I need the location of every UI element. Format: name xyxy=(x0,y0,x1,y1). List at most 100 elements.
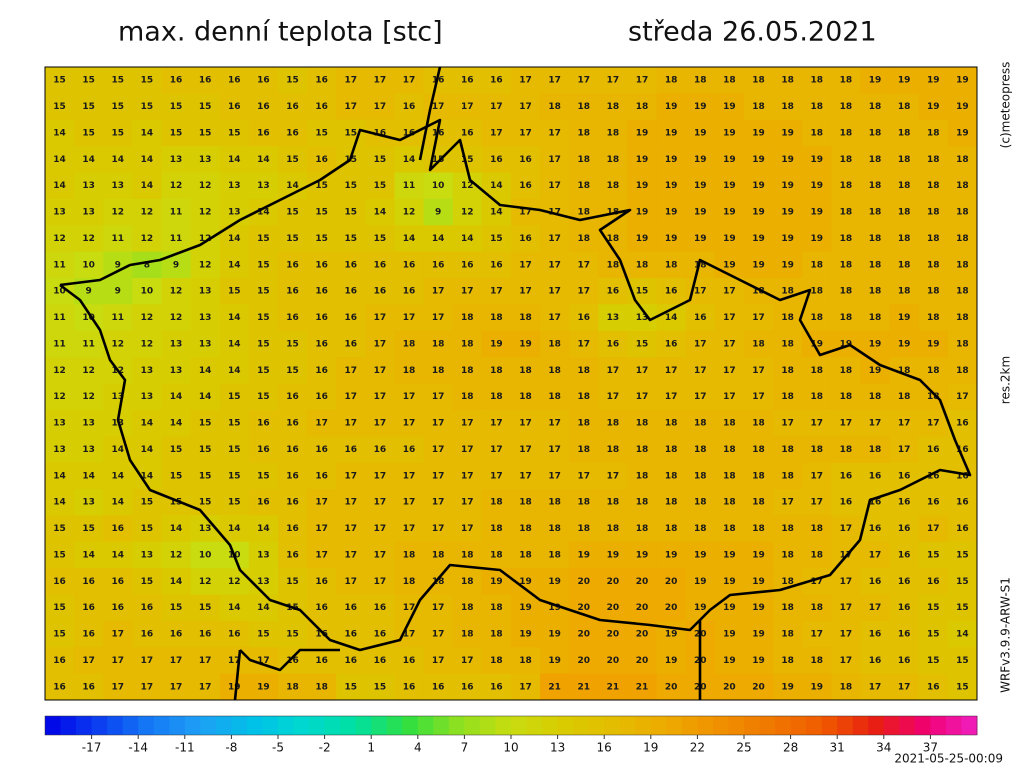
temperature-cell xyxy=(161,67,192,94)
temperature-cell xyxy=(452,489,483,516)
temperature-value: 17 xyxy=(432,313,445,323)
temperature-cell xyxy=(132,119,162,147)
temperature-cell xyxy=(656,489,687,516)
temperature-cell xyxy=(947,225,978,253)
temperature-value: 17 xyxy=(432,102,445,112)
temperature-value: 16 xyxy=(898,656,911,666)
temperature-cell xyxy=(481,568,512,595)
colorbar-tick-label: -11 xyxy=(175,741,195,755)
temperature-value: 15 xyxy=(199,128,212,138)
temperature-cell xyxy=(889,568,920,595)
temperature-value: 18 xyxy=(956,234,969,244)
temperature-value: 17 xyxy=(840,603,853,613)
temperature-cell xyxy=(860,568,891,595)
temperature-value: 17 xyxy=(548,419,561,429)
temperature-cell xyxy=(132,357,162,384)
temperature-value: 16 xyxy=(345,603,358,613)
temperature-cell xyxy=(773,119,803,147)
temperature-cell xyxy=(744,198,774,226)
temperature-value: 17 xyxy=(781,419,794,429)
temperature-cell xyxy=(714,673,745,701)
temperature-cell xyxy=(190,119,221,147)
temperature-cell xyxy=(540,541,570,569)
temperature-value: 15 xyxy=(228,498,241,508)
temperature-cell xyxy=(423,647,454,675)
temperature-value: 15 xyxy=(228,419,241,429)
temperature-value: 16 xyxy=(286,524,299,534)
temperature-value: 15 xyxy=(636,339,649,349)
temperature-cell xyxy=(219,119,250,147)
temperature-value: 9 xyxy=(115,287,121,297)
temperature-cell xyxy=(74,515,104,543)
temperature-cell xyxy=(918,594,949,622)
temperature-cell xyxy=(190,647,221,675)
temperature-cell xyxy=(161,119,192,147)
temperature-value: 16 xyxy=(199,630,212,640)
colorbar-segment xyxy=(821,716,838,735)
temperature-value: 18 xyxy=(781,656,794,666)
temperature-value: 16 xyxy=(898,524,911,534)
temperature-cell xyxy=(889,462,920,490)
temperature-cell xyxy=(947,462,978,490)
temperature-cell xyxy=(773,515,803,543)
colorbar-tick-label: 19 xyxy=(643,741,658,755)
temperature-cell xyxy=(452,673,483,701)
temperature-value: 14 xyxy=(286,181,299,191)
temperature-cell xyxy=(161,568,192,595)
temperature-cell xyxy=(336,172,366,200)
temperature-value: 15 xyxy=(112,102,125,112)
temperature-value: 18 xyxy=(723,76,736,86)
temperature-value: 17 xyxy=(636,366,649,376)
temperature-value: 15 xyxy=(286,366,299,376)
temperature-cell xyxy=(627,568,658,595)
map-title: max. denní teplota [stc] xyxy=(118,17,443,48)
colorbar-segment xyxy=(464,716,481,735)
temperature-value: 17 xyxy=(461,102,474,112)
temperature-cell xyxy=(132,93,162,121)
temperature-cell xyxy=(540,251,570,279)
temperature-value: 17 xyxy=(432,471,445,481)
temperature-cell xyxy=(423,278,454,305)
colorbar-segment xyxy=(340,716,357,735)
temperature-value: 16 xyxy=(374,287,387,297)
temperature-value: 16 xyxy=(840,471,853,481)
colorbar-segment xyxy=(697,716,714,735)
temperature-value: 19 xyxy=(490,577,503,587)
temperature-cell xyxy=(569,119,599,147)
temperature-cell xyxy=(802,225,832,253)
temperature-value: 12 xyxy=(199,577,212,587)
temperature-value: 12 xyxy=(199,181,212,191)
temperature-cell xyxy=(685,225,716,253)
temperature-cell xyxy=(394,67,425,94)
temperature-cell xyxy=(918,67,949,94)
temperature-cell xyxy=(219,198,250,226)
temperature-value: 16 xyxy=(315,366,328,376)
temperature-value: 15 xyxy=(490,234,503,244)
temperature-cell xyxy=(773,93,803,121)
temperature-cell xyxy=(889,67,920,94)
temperature-cell xyxy=(423,198,454,226)
temperature-cell xyxy=(161,304,192,332)
temperature-cell xyxy=(365,251,395,279)
temperature-value: 15 xyxy=(228,471,241,481)
temperature-cell xyxy=(889,673,920,701)
temperature-cell xyxy=(569,489,599,516)
temperature-cell xyxy=(336,383,366,411)
temperature-value: 19 xyxy=(723,208,736,218)
temperature-value: 17 xyxy=(345,524,358,534)
temperature-cell xyxy=(307,489,337,516)
colorbar-tick-label: -14 xyxy=(128,741,148,755)
temperature-value: 18 xyxy=(578,419,591,429)
temperature-value: 19 xyxy=(694,102,707,112)
temperature-cell xyxy=(918,198,949,226)
temperature-value: 18 xyxy=(432,339,445,349)
temperature-cell xyxy=(161,620,192,648)
temperature-value: 16 xyxy=(315,471,328,481)
temperature-value: 14 xyxy=(112,445,125,455)
temperature-cell xyxy=(423,383,454,411)
temperature-cell xyxy=(802,409,832,437)
temperature-cell xyxy=(423,225,454,253)
temperature-cell xyxy=(540,146,570,173)
temperature-value: 16 xyxy=(869,630,882,640)
temperature-cell xyxy=(714,67,745,94)
